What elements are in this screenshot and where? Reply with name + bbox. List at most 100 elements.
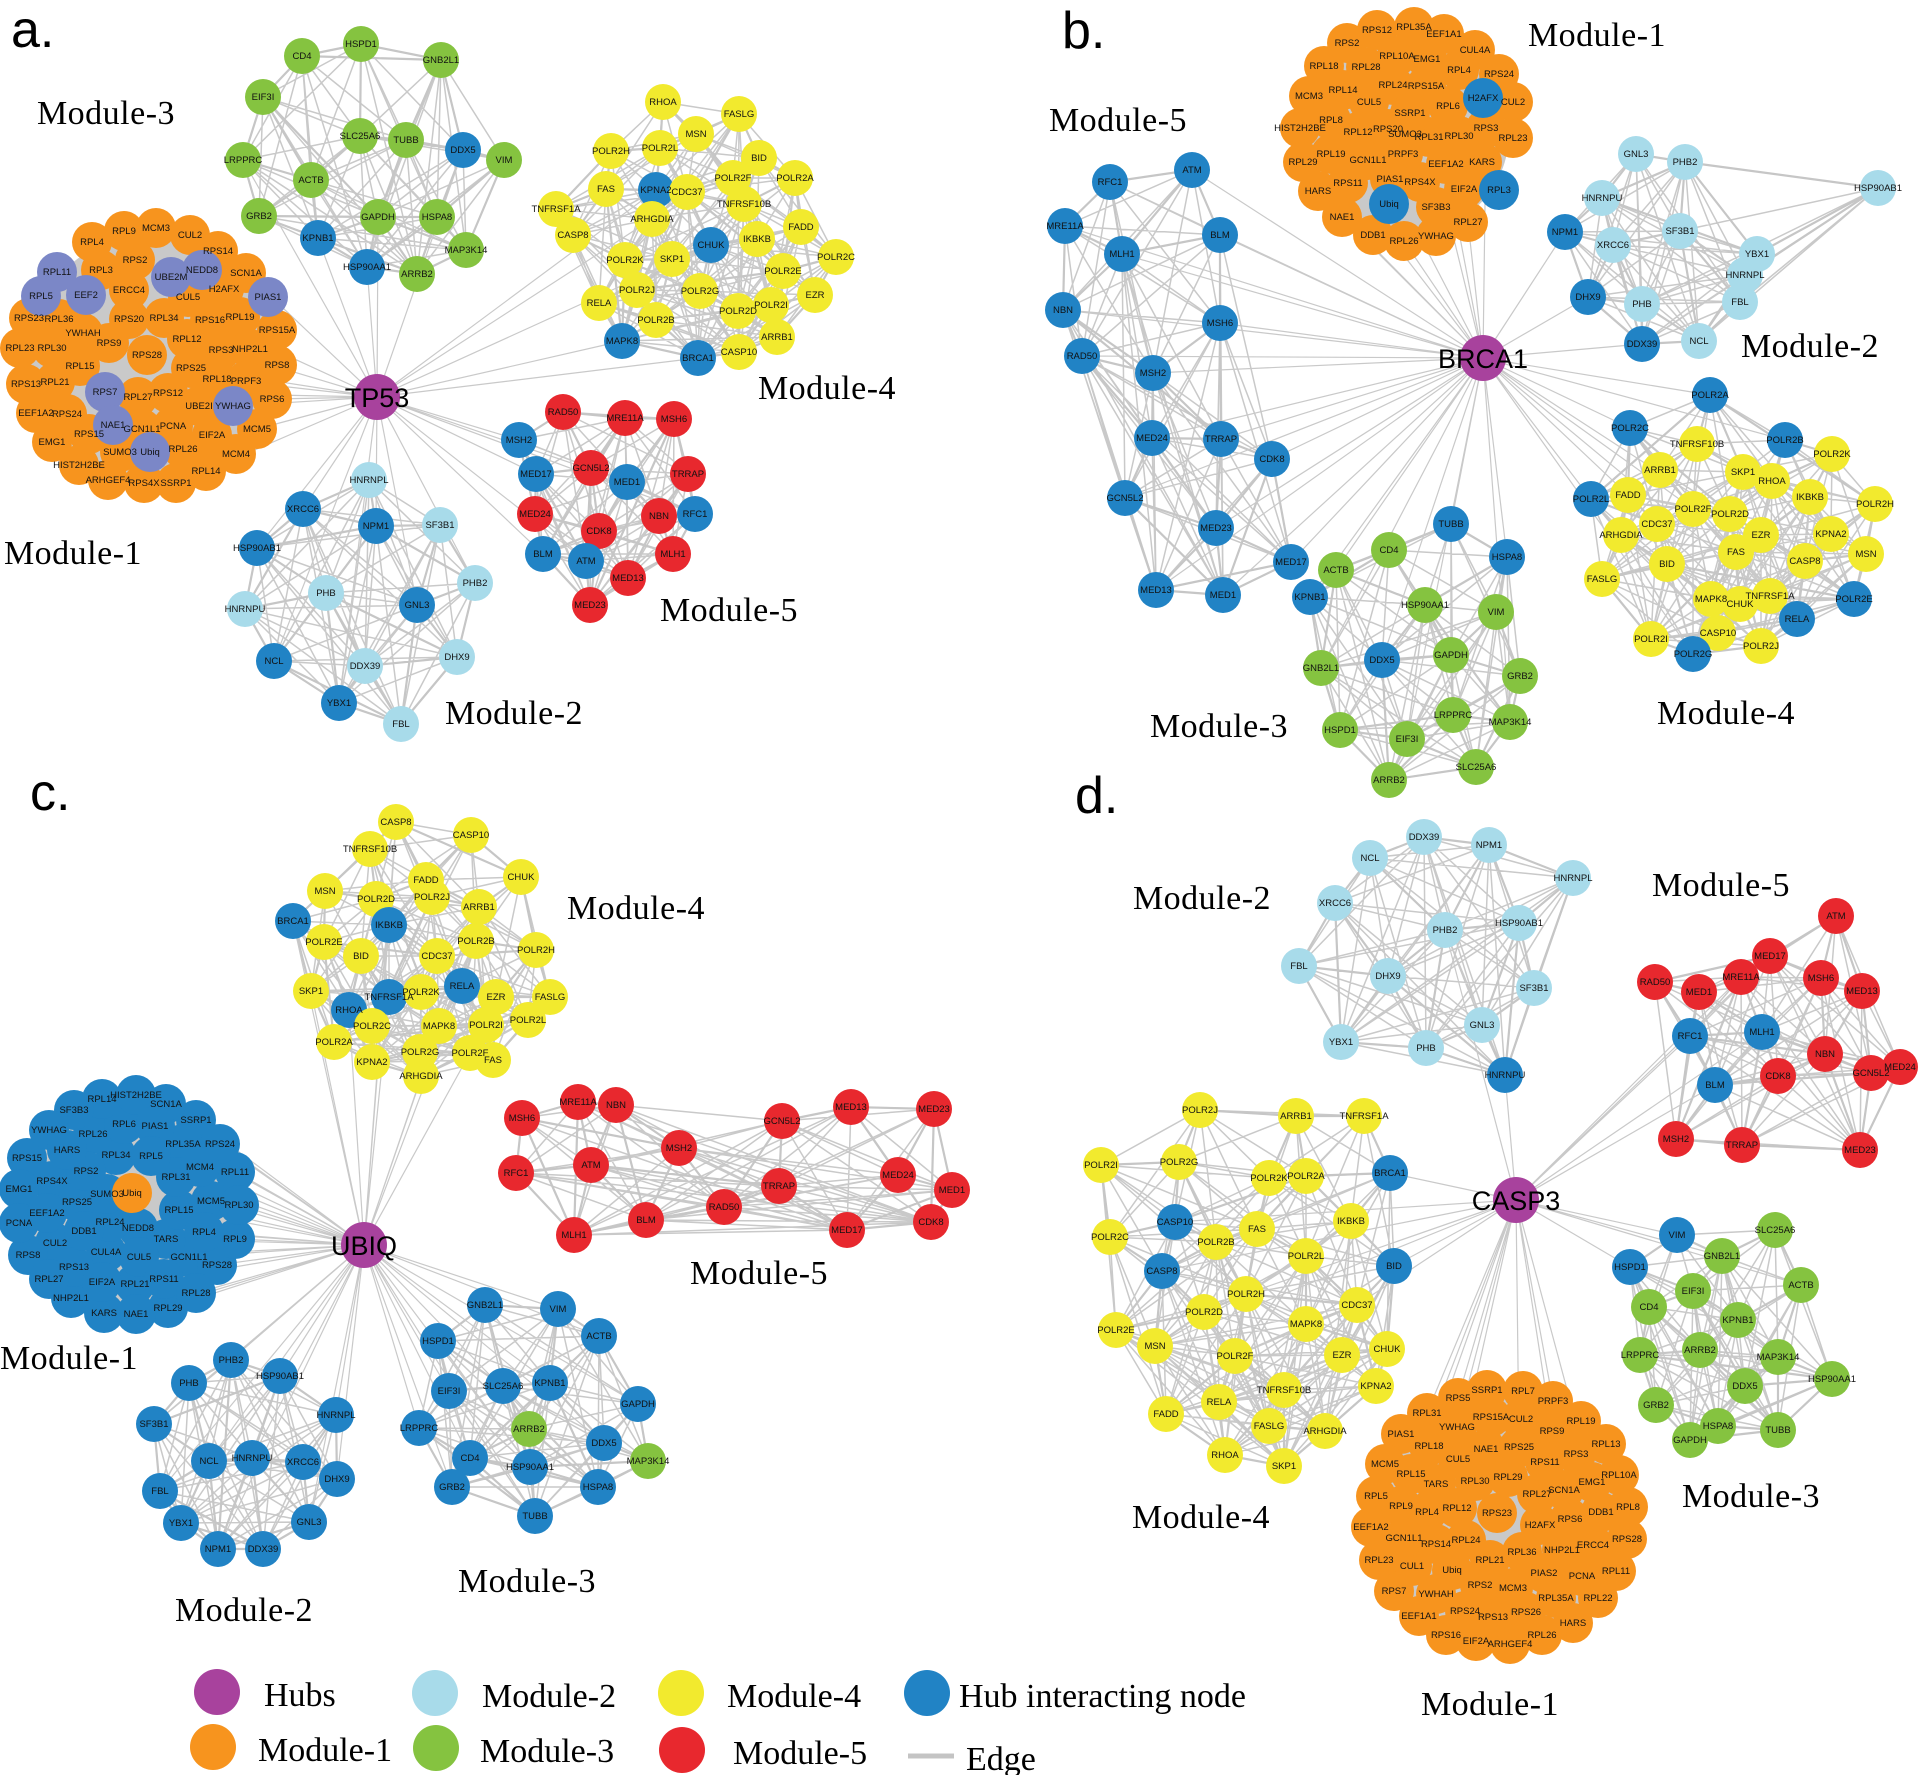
svg-text:SLC25A6: SLC25A6 — [1755, 1225, 1796, 1236]
svg-text:RPS24: RPS24 — [1450, 1606, 1480, 1617]
svg-text:POLR2E: POLR2E — [1097, 1325, 1135, 1336]
svg-text:TUBB: TUBB — [1765, 1425, 1790, 1436]
svg-text:GAPDH: GAPDH — [1434, 650, 1468, 661]
svg-text:RPL36: RPL36 — [44, 314, 73, 325]
svg-text:MSN: MSN — [314, 886, 335, 897]
svg-text:RPL36: RPL36 — [1507, 1547, 1536, 1558]
svg-text:NPM1: NPM1 — [1476, 840, 1502, 851]
svg-text:YWHAG: YWHAG — [215, 401, 251, 412]
svg-text:Ubiq: Ubiq — [140, 447, 160, 458]
svg-text:BID: BID — [353, 951, 369, 962]
svg-text:GAPDH: GAPDH — [1673, 1435, 1707, 1446]
svg-text:HNRNPL: HNRNPL — [1553, 873, 1592, 884]
svg-text:ARRB1: ARRB1 — [761, 332, 793, 343]
svg-text:NEDD8: NEDD8 — [186, 265, 218, 276]
svg-text:RPL9: RPL9 — [1389, 1501, 1413, 1512]
svg-text:RPS14: RPS14 — [1421, 1539, 1451, 1550]
svg-text:RPS28: RPS28 — [132, 350, 162, 361]
svg-text:POLR2K: POLR2K — [402, 987, 440, 998]
svg-text:GCN5L2: GCN5L2 — [573, 463, 610, 474]
svg-text:ATM: ATM — [1826, 911, 1845, 922]
svg-text:RPL29: RPL29 — [153, 1303, 182, 1314]
svg-text:SUMO3: SUMO3 — [103, 447, 137, 458]
svg-text:NBN: NBN — [1053, 305, 1073, 316]
svg-text:KPNB1: KPNB1 — [534, 1378, 565, 1389]
svg-text:XRCC6: XRCC6 — [287, 1457, 319, 1468]
svg-text:GRB2: GRB2 — [439, 1482, 465, 1493]
svg-text:Module-5: Module-5 — [1652, 867, 1790, 904]
svg-text:HSP90AA1: HSP90AA1 — [1401, 600, 1449, 611]
svg-text:CASP10: CASP10 — [1157, 1217, 1193, 1228]
svg-text:H2AFX: H2AFX — [1525, 1520, 1556, 1531]
svg-text:RPL21: RPL21 — [40, 377, 69, 388]
svg-text:GRB2: GRB2 — [246, 211, 272, 222]
svg-text:SF3B3: SF3B3 — [59, 1105, 88, 1116]
svg-text:RPS13: RPS13 — [11, 379, 41, 390]
svg-text:CUL5: CUL5 — [1446, 1454, 1470, 1465]
svg-text:ATM: ATM — [581, 1160, 600, 1171]
svg-text:POLR2F: POLR2F — [1675, 504, 1712, 515]
svg-text:GNL3: GNL3 — [405, 600, 430, 611]
svg-text:TNFRSF1A: TNFRSF1A — [364, 992, 414, 1003]
svg-text:CD4: CD4 — [1639, 1302, 1658, 1313]
svg-text:IKBKB: IKBKB — [1796, 492, 1824, 503]
svg-text:POLR2C: POLR2C — [1091, 1232, 1129, 1243]
svg-text:ERCC4: ERCC4 — [1577, 1540, 1609, 1551]
svg-text:Module-3: Module-3 — [458, 1563, 596, 1600]
svg-text:RPL30: RPL30 — [1460, 1476, 1489, 1487]
svg-text:FASLG: FASLG — [1254, 1421, 1285, 1432]
svg-text:RPS3: RPS3 — [1474, 123, 1499, 134]
svg-text:DDX39: DDX39 — [1627, 339, 1658, 350]
svg-text:RPS24: RPS24 — [1484, 69, 1514, 80]
svg-text:HNRNPL: HNRNPL — [316, 1410, 355, 1421]
svg-text:RPS2: RPS2 — [1468, 1580, 1493, 1591]
svg-text:MED17: MED17 — [520, 469, 552, 480]
svg-text:DDB1: DDB1 — [1360, 230, 1385, 241]
svg-text:POLR2A: POLR2A — [776, 173, 814, 184]
svg-text:CASP10: CASP10 — [721, 347, 757, 358]
svg-text:CDK8: CDK8 — [1259, 454, 1284, 465]
svg-text:TP53: TP53 — [345, 383, 410, 413]
svg-text:ACTB: ACTB — [298, 175, 323, 186]
svg-text:RPS14: RPS14 — [203, 246, 233, 257]
svg-text:MED17: MED17 — [1754, 951, 1786, 962]
svg-text:DHX9: DHX9 — [444, 652, 469, 663]
svg-text:RPS25: RPS25 — [176, 363, 206, 374]
svg-text:MED13: MED13 — [612, 573, 644, 584]
svg-text:RPS24: RPS24 — [205, 1139, 235, 1150]
svg-text:RPL14: RPL14 — [87, 1094, 116, 1105]
svg-text:SSRP1: SSRP1 — [1471, 1385, 1502, 1396]
svg-text:PCNA: PCNA — [1569, 1571, 1596, 1582]
svg-text:NBN: NBN — [1815, 1049, 1835, 1060]
svg-text:FADD: FADD — [1153, 1409, 1178, 1420]
svg-text:RHOA: RHOA — [1758, 476, 1786, 487]
svg-text:PRPF3: PRPF3 — [231, 376, 262, 387]
svg-text:POLR2I: POLR2I — [469, 1020, 503, 1031]
svg-text:DDB1: DDB1 — [1588, 1507, 1613, 1518]
svg-text:TRRAP: TRRAP — [1726, 1140, 1758, 1151]
svg-text:EIF2A: EIF2A — [1451, 184, 1478, 195]
svg-text:UBE2I: UBE2I — [185, 401, 212, 412]
svg-text:TRRAP: TRRAP — [1205, 434, 1237, 445]
svg-text:POLR2F: POLR2F — [452, 1048, 489, 1059]
svg-text:RPS16: RPS16 — [1431, 1630, 1461, 1641]
svg-text:MED23: MED23 — [1200, 523, 1232, 534]
svg-text:RPL3: RPL3 — [1487, 185, 1511, 196]
svg-text:PRPF3: PRPF3 — [1388, 149, 1419, 160]
svg-text:BID: BID — [1659, 559, 1675, 570]
svg-text:SKP1: SKP1 — [1731, 467, 1755, 478]
svg-text:HSPD1: HSPD1 — [422, 1336, 454, 1347]
svg-text:RPL23: RPL23 — [1364, 1555, 1393, 1566]
svg-text:CUL2: CUL2 — [1501, 97, 1525, 108]
svg-text:HSPD1: HSPD1 — [1324, 725, 1356, 736]
svg-text:CHUK: CHUK — [1374, 1344, 1402, 1355]
svg-text:MAP3K14: MAP3K14 — [627, 1456, 670, 1467]
svg-text:RPS12: RPS12 — [153, 388, 183, 399]
svg-text:MLH1: MLH1 — [660, 549, 685, 560]
svg-text:GRB2: GRB2 — [1643, 1400, 1669, 1411]
svg-text:FAS: FAS — [1248, 1224, 1266, 1235]
svg-text:RFC1: RFC1 — [504, 1168, 529, 1179]
svg-text:POLR2E: POLR2E — [305, 937, 343, 948]
svg-text:MAPK8: MAPK8 — [1290, 1319, 1322, 1330]
svg-text:RPL34: RPL34 — [149, 313, 178, 324]
